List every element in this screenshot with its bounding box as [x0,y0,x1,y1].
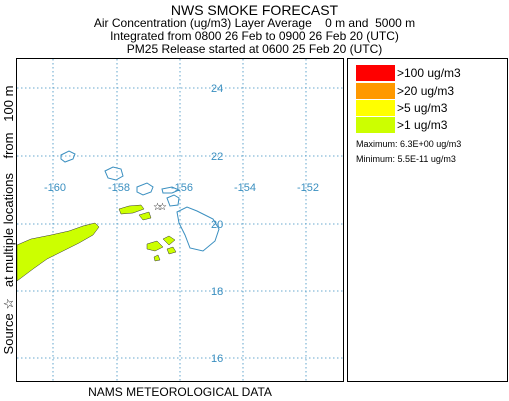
map-panel: 24 22 20 18 16 -160 -158 -156 -154 -152 [16,58,344,382]
source-side-label: Source ☆ at multiple locations from 100 … [1,85,16,355]
smoke-patch-maui-4 [153,254,161,262]
source-marker-group: ☆ ☆ [153,202,167,213]
legend-panel: >100 ug/m3 >20 ug/m3 >5 ug/m3 >1 ug/m3 M… [347,58,508,382]
smoke-plume-kauai [118,204,145,215]
max-concentration: Maximum: 6.3E+00 ug/m3 [356,139,462,149]
smoke-plumes [17,204,177,282]
legend-item-20: >20 ug/m3 [356,83,454,99]
island-hawaii [176,206,220,252]
legend-swatch [356,83,395,99]
graticule [17,59,343,381]
island-maui [166,194,180,207]
legend-label: >1 ug/m3 [397,118,448,132]
grid-labels: 24 22 20 18 16 -160 -158 -156 -154 -152 [44,83,319,365]
lat-label-24: 24 [211,83,223,95]
map-title: NWS SMOKE FORECAST [170,2,339,18]
legend-item-1: >1 ug/m3 [356,117,447,133]
lat-label-18: 18 [211,286,223,298]
star-icon: ☆ [158,202,167,213]
lon-label-152: -152 [297,182,319,194]
island-niihau [60,150,76,163]
island-kauai [104,166,124,181]
map-canvas: 24 22 20 18 16 -160 -158 -156 -154 -152 [17,59,343,381]
legend-item-5: >5 ug/m3 [356,100,447,116]
smoke-patch-maui-3 [166,246,177,255]
legend-swatch [356,117,395,133]
legend-label: >20 ug/m3 [397,84,455,98]
island-molokai [161,186,181,194]
star-icon: ☆ [153,202,162,213]
lon-label-158: -158 [108,182,130,194]
island-oahu [136,182,154,196]
legend-swatch [356,65,395,81]
min-concentration: Minimum: 5.5E-11 ug/m3 [356,154,456,164]
integration-period: Integrated from 0800 26 Feb to 0900 26 F… [110,29,399,43]
coastlines [60,150,220,252]
legend-item-100: >100 ug/m3 [356,65,461,81]
lon-label-160: -160 [44,182,66,194]
lat-label-16: 16 [211,353,223,365]
concentration-subtitle: Air Concentration (ug/m3) Layer Average … [93,16,416,30]
smoke-patch-maui-2 [162,235,176,246]
smoke-patch-maui-1 [146,240,164,252]
met-data-footer: NAMS METEOROLOGICAL DATA [88,385,272,399]
legend-swatch [356,100,395,116]
smoke-plume-oahu [138,211,152,221]
smoke-plume-west [17,222,100,282]
release-info: PM25 Release started at 0600 25 Feb 20 (… [126,42,383,56]
legend-label: >100 ug/m3 [397,66,461,80]
legend-label: >5 ug/m3 [397,101,448,115]
source-side-label-area: Source ☆ at multiple locations from 100 … [1,58,17,382]
lon-label-154: -154 [234,182,256,194]
lat-label-22: 22 [211,151,223,163]
